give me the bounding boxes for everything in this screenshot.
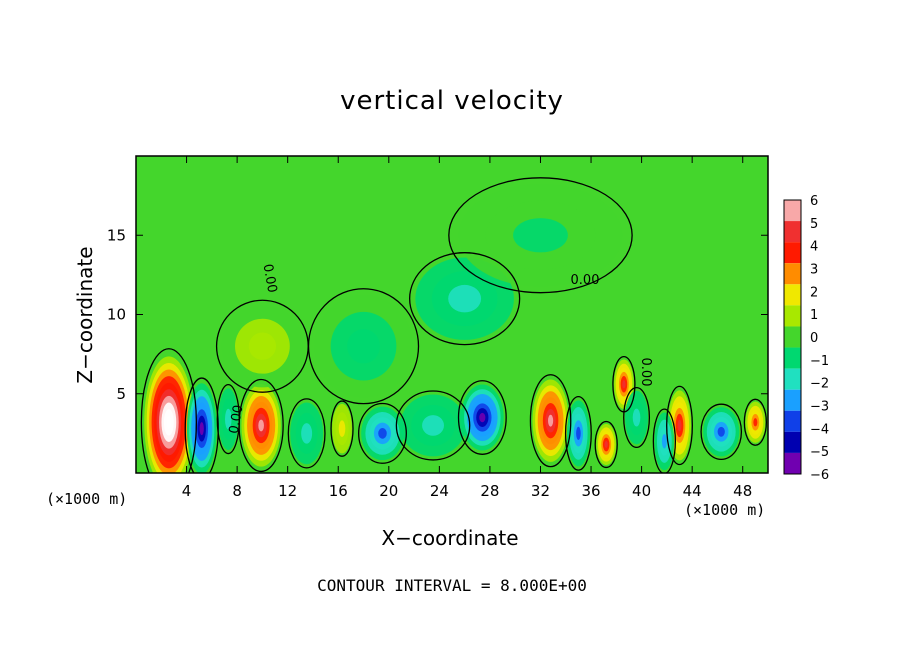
heatmap-cell [258, 419, 264, 432]
heatmap-cell [378, 428, 387, 439]
x-tick-label: 36 [581, 482, 600, 500]
contour-line [594, 420, 618, 469]
contour-line [140, 348, 197, 473]
colorbar-cell [784, 326, 801, 348]
colorbar-cell [784, 347, 801, 369]
contour-line [287, 398, 326, 469]
colorbar-cell [784, 221, 801, 243]
colorbar-label: 3 [810, 263, 818, 278]
heatmap-field [136, 156, 768, 473]
chart-title: vertical velocity [340, 86, 564, 116]
contour-line [623, 386, 651, 449]
heatmap-cell [448, 284, 482, 313]
x-unit-label-right: (×1000 m) [684, 501, 766, 519]
colorbar-cell [784, 284, 801, 306]
contour-labels: 0.00 0.00 0.00 0.00 [227, 263, 653, 435]
y-axis-title: Z−coordinate [73, 246, 97, 384]
heatmap-cell [677, 419, 682, 432]
colorbar-label: 2 [810, 285, 818, 300]
colorbar-cell [784, 431, 801, 453]
contour-line [216, 383, 240, 455]
colorbar-label: 6 [810, 194, 818, 209]
contour-line [564, 395, 592, 471]
heatmap-cell [604, 441, 608, 448]
heatmap-cell [338, 420, 346, 437]
colorbar-label: −1 [810, 354, 829, 369]
x-tick-label: 40 [632, 482, 651, 500]
contour-interval-note: CONTOUR INTERVAL = 8.000E+00 [317, 576, 587, 595]
y-tick-label: 5 [116, 385, 126, 403]
x-tick-label: 28 [480, 482, 499, 500]
contour-line [529, 374, 572, 468]
heatmap-cell [224, 408, 232, 430]
colorbar-cell [784, 242, 801, 264]
contour-line [700, 403, 743, 461]
x-axis-ticks: 4 8 12 16 20 24 28 32 36 40 44 48 [182, 156, 752, 500]
heatmap-cell [717, 426, 725, 437]
x-tick-label: 48 [733, 482, 752, 500]
colorbar-label: −3 [810, 400, 829, 415]
contour-line [330, 400, 354, 457]
colorbar-label: 5 [810, 217, 818, 232]
contour-line [666, 385, 693, 466]
colorbar-label: −4 [810, 422, 829, 437]
y-tick-label: 15 [107, 226, 126, 244]
heatmap-cell [632, 408, 641, 427]
colorbar-label: 4 [810, 240, 818, 255]
contour-line [395, 390, 471, 461]
colorbar-cell [784, 410, 801, 432]
contour-line [743, 398, 768, 446]
contour-label: 0.00 [260, 263, 280, 294]
contour-line [448, 177, 633, 294]
contour-label: 0.00 [571, 273, 600, 288]
x-tick-label: 20 [379, 482, 398, 500]
x-tick-label: 32 [531, 482, 550, 500]
heatmap-cell [347, 329, 380, 364]
contour-line [215, 299, 309, 393]
y-tick-label: 10 [107, 306, 126, 324]
y-axis-ticks: 5 10 15 [107, 226, 768, 403]
heatmap-cell [513, 218, 568, 253]
heatmap-cell [479, 412, 486, 423]
colorbar-label: 1 [810, 308, 818, 323]
x-tick-label: 4 [182, 482, 192, 500]
x-tick-label: 24 [430, 482, 449, 500]
heatmap-cell [422, 415, 444, 436]
heatmap-cell [548, 414, 554, 427]
heatmap-cell [199, 422, 204, 436]
colorbar-label: −6 [810, 468, 829, 483]
contour-line [358, 402, 407, 464]
colorbar-frame [783, 199, 802, 475]
heatmap-cell [576, 426, 581, 440]
heatmap-cell [301, 423, 313, 444]
contour-line [457, 380, 507, 455]
colorbar-cell [784, 389, 801, 411]
heatmap-cell [166, 415, 172, 429]
colorbar-cell [784, 452, 801, 474]
colorbar-cell [784, 305, 801, 327]
contour-label: 0.00 [227, 404, 247, 435]
colorbar-cell [784, 200, 801, 222]
colorbar: 6 5 4 3 2 1 0 −1 −2 −3 −4 −5 −6 [783, 194, 829, 483]
x-tick-label: 16 [329, 482, 348, 500]
colorbar-label: 0 [810, 331, 818, 346]
heatmap-cell [622, 380, 626, 389]
contour-label: 0.00 [638, 358, 653, 387]
colorbar-label: −2 [810, 377, 829, 392]
x-unit-label-left: (×1000 m) [46, 490, 128, 508]
heatmap-cell [661, 434, 667, 449]
x-tick-label: 8 [232, 482, 242, 500]
x-tick-label: 12 [278, 482, 297, 500]
x-tick-label: 44 [683, 482, 702, 500]
colorbar-cell [784, 263, 801, 285]
heatmap-cell [753, 418, 758, 427]
colorbar-label: −5 [810, 445, 829, 460]
contour-line [409, 252, 521, 346]
colorbar-cell [784, 368, 801, 390]
x-axis-title: X−coordinate [381, 526, 519, 550]
contour-line [652, 408, 676, 473]
heatmap-cell [248, 332, 277, 360]
zero-contour-lines [140, 177, 768, 473]
